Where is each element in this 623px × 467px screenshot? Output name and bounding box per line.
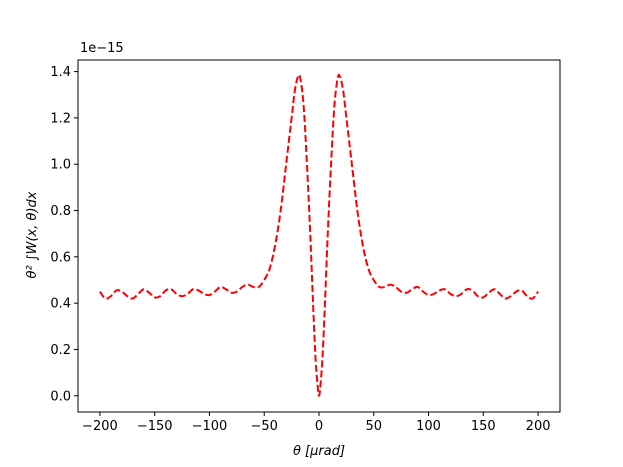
- series-line: [99, 73, 539, 397]
- y-tick-label: 0.8: [50, 204, 71, 219]
- y-tick-label: 1.2: [50, 111, 71, 126]
- y-axis-label: θ² ∫W(x, θ)dx: [25, 191, 40, 278]
- x-axis: −200 −150 −100 −50 0 50 100 150 200: [82, 412, 551, 434]
- x-tick-label: 200: [526, 419, 551, 434]
- y-tick-label: 0.2: [50, 343, 71, 358]
- x-tick-label: 0: [315, 419, 323, 434]
- y-tick-label: 1.0: [50, 158, 71, 173]
- x-tick-label: −50: [251, 419, 278, 434]
- y-axis: 0.0 0.2 0.4 0.6 0.8 1.0 1.2 1.4: [50, 65, 78, 404]
- y-tick-label: 0.4: [50, 297, 71, 312]
- y-tick-label: 0.0: [50, 389, 71, 404]
- x-tick-label: −100: [192, 419, 228, 434]
- x-axis-label: θ [μrad]: [293, 444, 345, 459]
- x-tick-label: 150: [471, 419, 496, 434]
- y-tick-label: 0.6: [50, 250, 71, 265]
- x-tick-label: −200: [82, 419, 118, 434]
- plot-frame: [77, 59, 561, 413]
- y-tick-label: 1.4: [50, 65, 71, 80]
- x-tick-label: −150: [137, 419, 173, 434]
- x-tick-label: 100: [416, 419, 441, 434]
- y-offset-text: 1e−15: [80, 41, 124, 56]
- plot-area: [77, 59, 561, 413]
- x-tick-label: 50: [365, 419, 382, 434]
